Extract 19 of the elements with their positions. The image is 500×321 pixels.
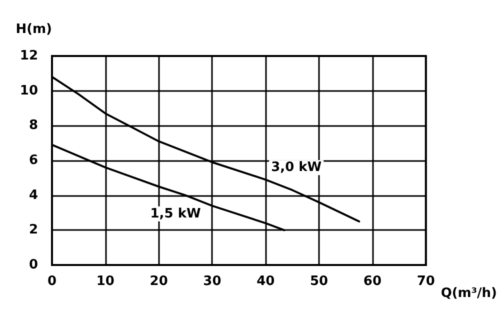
series-label: 1,5 kW [150,206,201,222]
x-tick-label: 70 [416,274,435,289]
x-tick-label: 20 [150,274,168,289]
y-tick-label: 4 [28,188,38,203]
x-tick-label: 0 [47,274,57,289]
y-tick-label: 8 [28,118,38,134]
y-tick-label: 0 [28,258,38,272]
x-tick-label: 40 [256,274,275,289]
y-tick-label: 6 [28,153,38,168]
x-tick-label: 30 [203,274,222,289]
y-tick-label: 2 [28,222,38,238]
x-tick-label: 50 [310,274,328,289]
y-tick-label: 10 [20,83,38,98]
x-tick-label: 10 [96,274,114,289]
x-tick-label: 60 [363,274,382,289]
y-axis-title: H(m) [16,22,52,37]
x-axis-title: Q(m³/h) [440,286,497,301]
series-label: 3,0 kW [271,160,322,176]
y-tick-label: 12 [20,48,38,64]
